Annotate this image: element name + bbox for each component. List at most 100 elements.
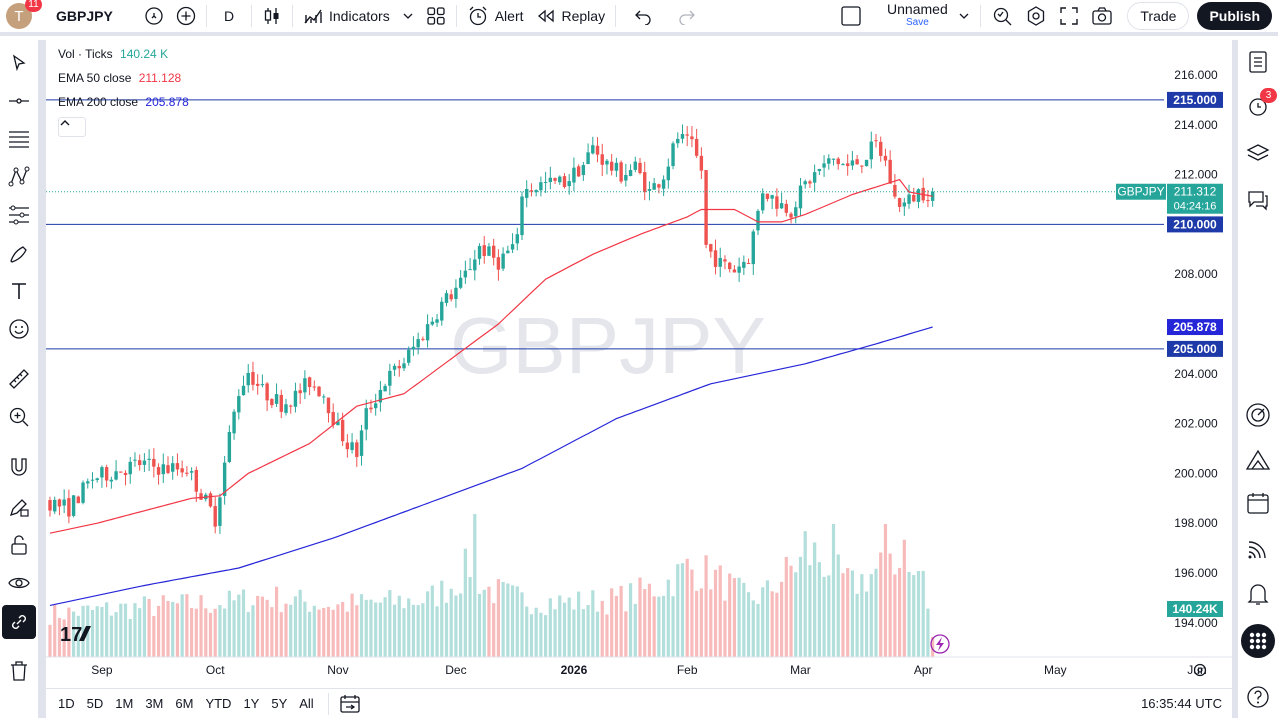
- compare-symbol-button[interactable]: [138, 1, 170, 31]
- candle-body: [142, 460, 147, 465]
- lock-drawings-tool[interactable]: [2, 528, 36, 562]
- candle-body: [350, 442, 354, 450]
- publish-button[interactable]: Publish: [1197, 2, 1272, 30]
- watchlist-button[interactable]: [1241, 45, 1275, 79]
- axis-settings-icon: [1193, 663, 1207, 677]
- fullscreen-button[interactable]: [1053, 1, 1085, 31]
- alerts-button[interactable]: 3: [1241, 88, 1277, 123]
- symbol-search[interactable]: GBPJPY: [50, 1, 138, 31]
- text-tool[interactable]: [2, 274, 36, 308]
- candle-body: [661, 179, 666, 189]
- replay-icon: [537, 9, 554, 23]
- layout-dropdown[interactable]: [952, 1, 976, 31]
- smiley-icon: [9, 319, 29, 339]
- chart-pane[interactable]: GBPJPY 17 216.000 214.000 212.000 210.000 208.…: [46, 40, 1232, 680]
- calendar-button[interactable]: [1241, 486, 1275, 520]
- chats-button[interactable]: [1241, 183, 1275, 217]
- candle-body: [827, 158, 831, 164]
- utc-clock[interactable]: 16:35:44 UTC: [1141, 696, 1222, 711]
- undo-button[interactable]: [628, 1, 658, 31]
- ideas-button[interactable]: [1241, 398, 1275, 432]
- layouts-button[interactable]: [420, 1, 452, 31]
- settings-button[interactable]: [1019, 1, 1053, 31]
- hline-price-tag: [1167, 216, 1223, 233]
- replay-button[interactable]: Replay: [530, 1, 612, 31]
- magnet-tool[interactable]: [2, 450, 36, 484]
- candle-body: [808, 181, 812, 184]
- goto-date-button[interactable]: [333, 689, 367, 718]
- streams-button[interactable]: [1241, 532, 1275, 566]
- volume-bar: [718, 565, 722, 657]
- volume-bar: [279, 612, 283, 657]
- volume-bar: [746, 592, 751, 657]
- fib-tool[interactable]: [2, 122, 36, 156]
- price-chart[interactable]: GBPJPY 17 216.000 214.000 212.000 210.000 208.…: [46, 40, 1232, 680]
- legend-volume[interactable]: Vol · Ticks 140.24 K: [58, 47, 168, 61]
- trendline-tool[interactable]: [2, 84, 36, 118]
- sync-drawings-tool[interactable]: [2, 605, 36, 639]
- legend-ema50[interactable]: EMA 50 close 211.128: [58, 71, 181, 85]
- candle-body: [208, 493, 213, 507]
- range-1y[interactable]: 1Y: [243, 696, 260, 711]
- candle-body: [874, 140, 878, 142]
- range-5y[interactable]: 5Y: [271, 696, 288, 711]
- trade-button[interactable]: Trade: [1127, 2, 1190, 30]
- quick-search-button[interactable]: [985, 1, 1019, 31]
- range-3m[interactable]: 3M: [145, 696, 164, 711]
- legend-ema200[interactable]: EMA 200 close 205.878: [58, 95, 189, 109]
- user-avatar[interactable]: T 11: [6, 0, 42, 29]
- object-tree-button[interactable]: [1241, 137, 1275, 171]
- candle-body: [440, 301, 444, 321]
- indicators-button[interactable]: Indicators: [297, 1, 396, 31]
- range-6m[interactable]: 6M: [175, 696, 194, 711]
- bottom-toolbar: 1D 5D 1M 3M 6M YTD 1Y 5Y All 16:35:44 UT…: [46, 688, 1232, 718]
- emoji-tool[interactable]: [2, 312, 36, 346]
- candle-body: [784, 203, 789, 213]
- layout-name[interactable]: Unnamed Save: [882, 1, 952, 31]
- pine-button[interactable]: [1241, 443, 1275, 477]
- candle-body: [822, 163, 826, 168]
- add-symbol-button[interactable]: [170, 1, 202, 31]
- snapshot-button[interactable]: [1085, 1, 1119, 31]
- x-axis-tick-label: Feb: [677, 663, 698, 677]
- volume-bar: [836, 554, 840, 657]
- forecast-tool[interactable]: [2, 198, 36, 232]
- stay-drawing-tool[interactable]: [2, 490, 36, 524]
- volume-bar: [260, 596, 264, 657]
- remove-drawings-tool[interactable]: [2, 654, 36, 688]
- volume-bar: [237, 594, 241, 657]
- candle-body: [279, 395, 283, 412]
- y-axis-tick-label: 200.000: [1174, 466, 1218, 480]
- products-button[interactable]: [1241, 624, 1275, 658]
- legend-collapse-button[interactable]: [58, 117, 86, 137]
- layout-checkbox[interactable]: [834, 1, 868, 31]
- candle-body: [609, 161, 614, 171]
- range-1d[interactable]: 1D: [58, 696, 75, 711]
- candle-body: [48, 500, 52, 511]
- candle-body: [529, 190, 534, 192]
- volume-bar: [123, 603, 128, 657]
- range-5d[interactable]: 5D: [86, 696, 104, 711]
- cursor-tool[interactable]: [2, 46, 36, 80]
- volume-bar: [374, 602, 378, 657]
- range-all[interactable]: All: [299, 696, 314, 711]
- redo-button[interactable]: [672, 1, 702, 31]
- top-toolbar: T 11 GBPJPY D Indicators: [0, 0, 1278, 36]
- measure-tool[interactable]: [2, 362, 36, 396]
- range-ytd[interactable]: YTD: [205, 696, 232, 711]
- volume-bar: [676, 564, 680, 657]
- range-1m[interactable]: 1M: [115, 696, 134, 711]
- interval-button[interactable]: D: [211, 1, 247, 31]
- candle-body: [605, 160, 609, 165]
- chart-type-button[interactable]: [256, 1, 288, 31]
- hide-drawings-tool[interactable]: [2, 566, 36, 600]
- indicators-dropdown[interactable]: [396, 1, 420, 31]
- alert-button[interactable]: Alert: [461, 1, 530, 31]
- notifications-button[interactable]: [1241, 577, 1275, 611]
- brush-tool[interactable]: [2, 236, 36, 270]
- replay-label: Replay: [561, 8, 606, 24]
- zoom-tool[interactable]: [2, 400, 36, 434]
- candle-body: [232, 411, 236, 434]
- pattern-tool[interactable]: [2, 160, 36, 194]
- help-button[interactable]: [1241, 680, 1275, 714]
